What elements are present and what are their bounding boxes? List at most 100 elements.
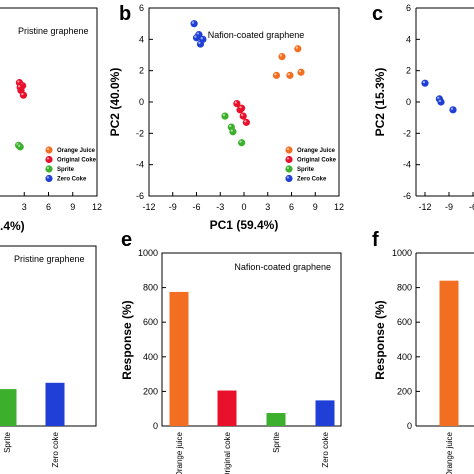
panel-c-point-0-0 [421,79,429,87]
panel-b-point-3-4-highlight [194,35,197,38]
panel-a-legend-marker-3-body [45,174,53,183]
panel-b-point-0-0-highlight [274,73,277,76]
panel-b-legend-marker-0-highlight [286,147,290,151]
panel-a-legend-label-2: Sprite [57,167,75,173]
text-layer: Pristine graphene 3 6 9 12 Orange Juice Origin… [0,3,474,474]
panel-e-category-label-3: Zero coke [321,431,330,467]
panel-d-bar-1 [45,382,65,426]
panel-b-point-0-3-body [297,68,305,76]
panel-b-point-3-2-highlight [200,37,203,40]
panel-d-category-label-0: Sprite [3,431,12,452]
panel-b-y-tick-label-3: 0 [139,97,144,107]
panel-c-point-0-1-highlight [437,96,440,99]
panel-b-point-3-0 [190,20,198,28]
panel-b-point-0-2 [286,71,294,79]
panel-a-legend-marker-1 [45,155,53,164]
panel-a-x-tick-label-3: 12 [92,202,102,212]
panel-e-y-tick-label-1: 200 [143,386,158,396]
panel-b-legend-label-1: Original Coke [297,158,337,164]
panel-a-point-0-4 [16,83,24,91]
panel-b-point-0-0 [272,71,281,79]
panel-b-legend-marker-1-highlight [286,157,290,160]
panel-e-subtitle: Nafion-coated graphene [234,262,331,272]
panel-b-point-1-0-highlight [234,101,237,104]
panel-f-y-axis-title: Response (%) [373,300,387,379]
panel-c-point-0-2 [437,98,445,106]
panel-e-plot-frame [161,252,342,427]
panel-b-legend-marker-3-highlight [286,176,290,179]
panel-a-point-1-1-highlight [17,144,21,147]
panel-a-legend-marker-1-body [45,155,53,164]
axes-layer [0,7,474,427]
panel-b-x-tick-label-8: 12 [334,202,344,212]
panel-b-y-tick-label-6: 6 [139,3,144,13]
panel-d-bar-0 [0,389,17,426]
panel-b-x-tick-label-1: -9 [169,202,177,212]
panel-b-y-tick-label-1: -4 [136,160,144,170]
panel-e-bar-2 [266,413,286,426]
panel-c-point-0-0-body [421,79,429,87]
panel-b-point-0-2-highlight [287,73,291,76]
panel-b-point-3-3-body [196,40,205,48]
panel-c-x-tick-label-2: -6 [469,202,474,212]
panel-a-point-0-4-highlight [17,85,21,88]
panel-b-point-2-2-body [229,128,237,136]
panel-b-point-3-0-highlight [191,21,195,24]
panel-a-legend-marker-0 [45,146,53,154]
panel-a-point-1-1-body [16,143,24,151]
panel-a-legend-marker-3-highlight [46,176,50,179]
panel-b-point-0-0-body [272,71,281,79]
panel-a-legend-label-3: Zero Coke [57,177,87,183]
panel-b-point-0-3 [297,68,305,76]
panel-b-legend-marker-1-body [285,155,293,164]
panel-a-point-0-3-body [19,91,28,99]
panel-a-x-tick-label-1: 6 [46,202,51,212]
panel-e-category-label-1: Original coke [223,431,232,474]
panel-b-point-2-2 [229,128,237,136]
panel-b-x-axis-title: PC1 (59.4%) [210,218,279,232]
panel-c-letter: c [372,3,383,25]
panel-c-x-tick-label-0: -12 [418,202,431,212]
panel-e-bar-3 [315,400,335,426]
panel-b-legend-marker-0-body [285,146,293,154]
panel-a-legend-marker-0-body [45,146,53,154]
panel-d-plot-frame [0,245,97,427]
panel-a-point-1-1 [16,143,24,151]
panel-b-legend-label-3: Zero Coke [297,177,327,183]
panel-a-plot-frame [0,7,98,197]
panel-b-legend-label-0: Orange Juice [297,148,336,154]
panel-b-y-tick-label-0: -6 [136,191,144,201]
panel-b-point-1-4 [238,104,246,112]
panel-b-y-axis-title: PC2 (40.0%) [108,68,122,137]
panel-b-point-0-1 [278,52,286,61]
panel-b-point-3-3 [196,40,205,48]
panel-d-category-label-1: Zero coke [51,431,60,467]
panel-a-point-0-0-highlight [17,80,20,83]
panel-b-point-0-2-body [286,71,294,79]
panel-b-legend-marker-0 [285,146,293,154]
panel-c-y-tick-label-5: 4 [406,34,411,44]
panel-a-subtitle: Pristine graphene [18,26,89,36]
panel-b-x-tick-label-5: 3 [265,202,270,212]
panel-b-legend-marker-2-highlight [286,166,290,170]
panel-e-y-tick-label-2: 400 [143,352,158,362]
panel-e-y-tick-label-4: 800 [143,283,158,293]
panel-b-y-tick-label-2: -2 [136,128,144,138]
panel-b-point-2-3-body [238,139,246,147]
panel-c-y-tick-label-0: -6 [403,191,411,201]
panel-c-point-0-3 [449,106,457,114]
panel-c-point-0-3-body [449,106,457,114]
panel-b-point-1-3-body [242,118,250,126]
panel-b-legend-label-2: Sprite [297,167,315,173]
panel-f-y-tick-label-4: 800 [397,283,412,293]
panel-b-legend-marker-3 [285,174,293,183]
panel-b-x-tick-label-4: 0 [241,202,246,212]
panel-c-y-tick-label-3: 0 [406,97,411,107]
panel-b-letter: b [119,3,131,25]
panel-e-bar-0 [169,291,189,426]
panel-c-point-0-3-highlight [450,107,454,110]
panel-a-legend-marker-0-highlight [46,147,50,151]
panel-a-legend-marker-2 [45,165,53,173]
panel-b-point-1-2-highlight [240,113,244,117]
panel-a-x-axis-title-fragment: .4%) [0,219,25,233]
